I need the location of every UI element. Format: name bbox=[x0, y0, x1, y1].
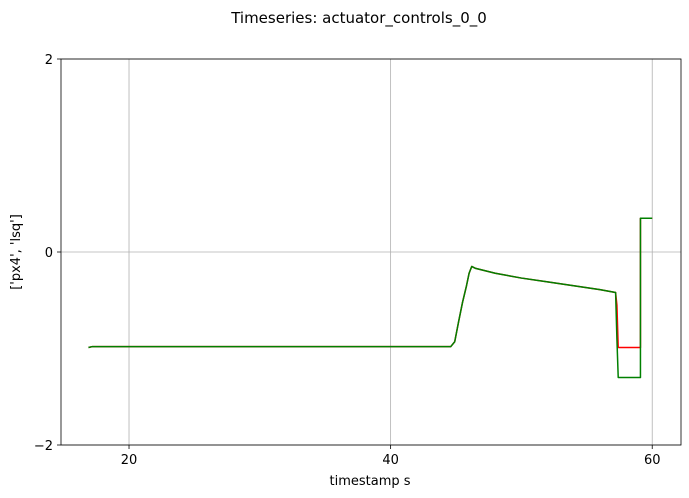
x-tick-label-2: 60 bbox=[644, 453, 661, 468]
y-tick-label-2: 2 bbox=[45, 53, 53, 68]
plot-series bbox=[88, 217, 653, 379]
y-axis-label: ['px4', 'lsq'] bbox=[9, 214, 24, 290]
x-tick-label-0: 20 bbox=[121, 453, 138, 468]
axis-ticks: 20 40 60 −2 0 2 bbox=[34, 53, 661, 468]
x-axis-label: timestamp s bbox=[329, 474, 410, 489]
series-line-0 bbox=[88, 217, 653, 349]
y-tick-label-1: 0 bbox=[45, 246, 53, 261]
x-tick-label-1: 40 bbox=[382, 453, 399, 468]
series-line-1 bbox=[88, 217, 653, 379]
chart-title: Timeseries: actuator_controls_0_0 bbox=[230, 9, 487, 28]
grid bbox=[61, 58, 681, 446]
y-tick-label-0: −2 bbox=[34, 439, 53, 454]
